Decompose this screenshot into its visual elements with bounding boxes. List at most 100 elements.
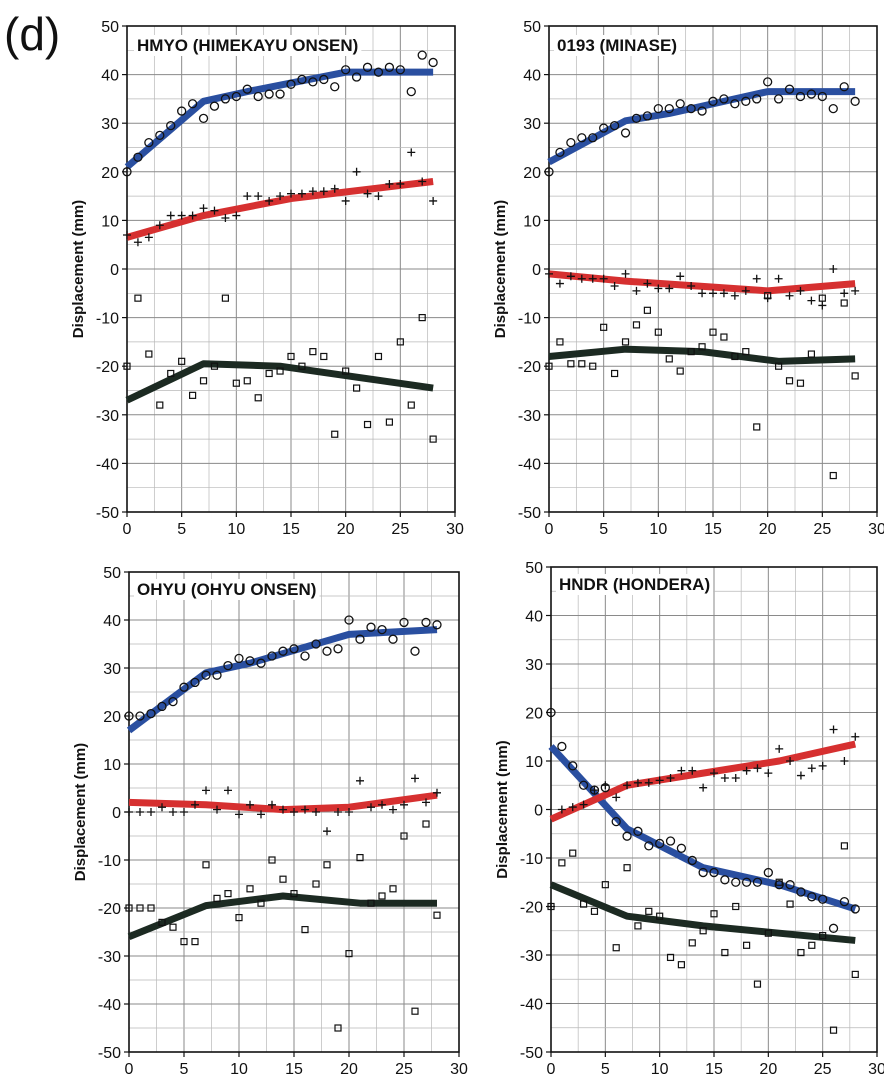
data-point-plus (699, 783, 708, 792)
y-tick-label: 20 (103, 709, 121, 726)
data-point-square (298, 362, 306, 370)
y-tick-label: -30 (518, 408, 541, 425)
data-point-circle (212, 670, 222, 680)
data-point-plus (243, 192, 252, 201)
data-point-circle (351, 72, 362, 82)
data-point-plus (363, 189, 372, 198)
data-point-plus (290, 808, 298, 816)
data-point-square (301, 925, 309, 934)
data-point-plus (666, 773, 675, 782)
data-point-circle (395, 65, 405, 75)
data-point-circle (763, 867, 773, 878)
data-point-plus (356, 776, 364, 785)
series-plus (123, 148, 438, 247)
data-point-plus (166, 211, 175, 220)
fit-line-2 (549, 740, 857, 823)
data-point-square (634, 922, 642, 930)
data-point-square (169, 923, 177, 931)
data-point-plus (545, 269, 553, 278)
data-point-square (643, 306, 652, 314)
data-point-circle (633, 826, 643, 836)
data-point-square (378, 892, 386, 900)
data-point-circle (155, 130, 165, 141)
data-point-square (698, 343, 706, 351)
chart-panel-1: 0 5 10 15 20 25 30 -50 -40 -30 -20 -10 0 10 20 30 40 50 Di… (70, 19, 464, 538)
data-point-square (600, 323, 608, 331)
data-point-plus (180, 808, 188, 816)
data-point-plus (367, 803, 375, 812)
data-point-circle (773, 94, 784, 104)
y-tick-label: 0 (110, 262, 119, 279)
data-point-plus (385, 179, 394, 188)
data-point-plus (378, 800, 386, 809)
data-point-plus (374, 192, 383, 201)
series-circle (124, 615, 442, 721)
data-point-circle (242, 84, 252, 94)
data-point-plus (301, 805, 309, 814)
data-point-circle (708, 96, 718, 106)
data-point-circle (665, 836, 676, 846)
data-point-circle (730, 99, 740, 109)
data-point-square (556, 338, 564, 346)
series-circle (546, 707, 860, 933)
chart-title: HNDR (HONDERA) (559, 575, 710, 594)
data-point-plus (840, 757, 849, 765)
data-point-square (742, 941, 751, 949)
series-circle (122, 50, 438, 177)
data-point-circle (839, 897, 850, 907)
data-point-plus (330, 184, 339, 193)
data-point-square (785, 377, 794, 385)
data-point-circle (818, 894, 828, 904)
data-point-circle (157, 701, 167, 712)
data-point-circle (373, 67, 384, 77)
series-plus (545, 265, 860, 310)
data-point-plus (730, 291, 739, 300)
data-point-plus (741, 286, 750, 295)
data-point-square (407, 401, 415, 409)
chart-panel-4: 0 5 10 15 20 25 30 -50 -40 -30 -20 -10 0 10 20 30 40 50 Di… (494, 560, 884, 1078)
data-point-square (396, 338, 404, 346)
data-point-square (547, 902, 555, 911)
data-point-plus (133, 238, 142, 247)
data-point-circle (806, 89, 817, 99)
data-point-circle (557, 741, 567, 752)
data-point-circle (417, 50, 427, 60)
data-point-plus (709, 289, 717, 298)
data-point-plus (202, 786, 210, 795)
data-point-circle (308, 77, 318, 87)
data-point-square (422, 820, 430, 828)
series-square (123, 294, 437, 443)
y-tick-label: 20 (525, 706, 543, 723)
data-point-circle (828, 103, 838, 114)
x-tick-label: 30 (450, 1061, 468, 1078)
data-point-circle (784, 84, 795, 94)
data-point-circle (275, 89, 285, 99)
data-point-plus (308, 187, 317, 196)
data-point-circle (697, 106, 707, 116)
data-point-circle (135, 711, 145, 721)
data-point-square (385, 418, 393, 426)
data-point-square (742, 348, 750, 356)
data-point-plus (210, 206, 219, 215)
y-tick-label: 40 (525, 609, 543, 626)
data-point-square (721, 948, 729, 957)
x-tick-label: 30 (446, 521, 464, 538)
data-point-square (645, 907, 653, 915)
data-point-square (309, 348, 317, 356)
data-point-square (345, 949, 353, 958)
data-point-plus (665, 284, 674, 293)
y-tick-label: -10 (520, 851, 543, 868)
y-tick-label: -30 (98, 949, 121, 966)
data-point-square (276, 367, 284, 375)
data-point-square (808, 941, 816, 949)
data-point-square (158, 918, 166, 927)
data-point-plus (720, 773, 729, 782)
y-tick-label: 0 (112, 805, 121, 822)
data-point-square (829, 1026, 838, 1034)
data-point-circle (198, 113, 209, 123)
data-point-square (145, 350, 153, 358)
data-point-square (709, 328, 717, 336)
data-point-plus (633, 778, 642, 787)
data-point-square (774, 362, 783, 370)
data-point-plus (568, 803, 577, 812)
